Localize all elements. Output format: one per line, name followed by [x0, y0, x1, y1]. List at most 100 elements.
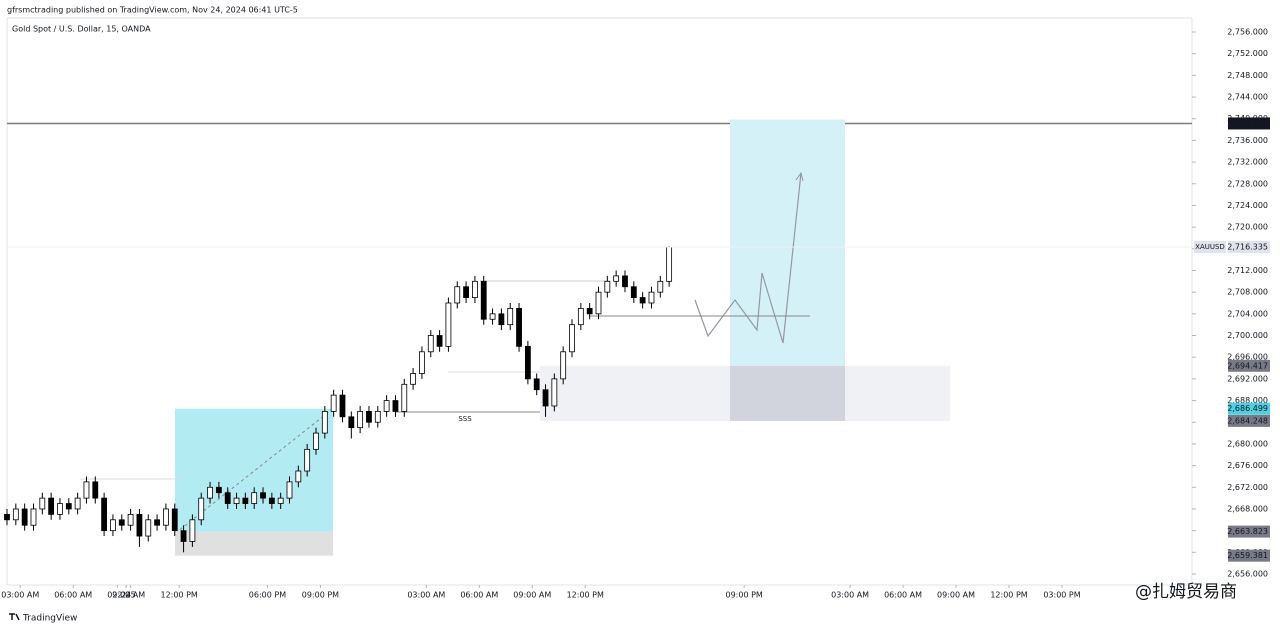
symbol-title: Gold Spot / U.S. Dollar, 15, OANDA: [12, 25, 151, 34]
candle-body: [586, 308, 593, 315]
watermark: @扎姆贸易商: [1135, 582, 1237, 602]
x-tick-label: 09:00 PM: [302, 591, 339, 600]
candle-body: [498, 313, 505, 326]
candle-body: [480, 280, 487, 320]
projection-arrow: [795, 171, 804, 182]
projection: [694, 172, 802, 344]
price-tag: [1228, 359, 1270, 372]
candle-body: [65, 503, 72, 510]
candle-body: [12, 508, 19, 521]
candle-body: [136, 513, 143, 537]
price-tag: [1228, 117, 1270, 130]
x-tick-label: 09:00 PM: [726, 591, 763, 600]
candle-body: [454, 286, 461, 304]
candle-body: [4, 513, 10, 521]
candle-body: [224, 492, 231, 504]
candle-body: [321, 410, 328, 434]
y-tick-label: 2,724.000: [1227, 201, 1268, 210]
candle-body: [560, 351, 567, 380]
candle-body: [233, 497, 240, 504]
candle-body: [145, 519, 152, 537]
candle-body: [507, 308, 514, 326]
y-tick-label: 2,712.000: [1227, 266, 1268, 275]
candle-body: [277, 497, 284, 504]
x-tick-label: 09:00 AM: [107, 591, 145, 600]
symbol-tag-label: XAUUSD: [1195, 243, 1225, 251]
brand: TradingView: [22, 614, 77, 624]
candle-body: [489, 313, 496, 320]
y-tick-label: 2,732.000: [1227, 158, 1268, 167]
candle-body: [92, 481, 99, 499]
x-tick-label: 09:00 AM: [937, 591, 975, 600]
price-tag-label: 2,659.381: [1227, 551, 1268, 560]
x-tick-label: 03:00 AM: [1, 591, 39, 600]
price-tag-label: 2,663.823: [1227, 527, 1268, 536]
y-tick-label: 2,672.000: [1227, 483, 1268, 492]
y-tick-label: 2,744.000: [1227, 93, 1268, 102]
y-tick-label: 2,708.000: [1227, 288, 1268, 297]
candle-body: [304, 448, 311, 472]
candle-body: [330, 394, 337, 412]
candle-body: [419, 351, 425, 374]
symbol-tag: [1194, 240, 1226, 253]
candle-body: [39, 497, 46, 510]
price-tag: [1228, 240, 1270, 253]
x-tick-label: 03:00 AM: [831, 591, 869, 600]
candle-body: [472, 280, 478, 298]
price-tag: [1228, 525, 1270, 538]
price-tag: [1228, 549, 1270, 562]
candle-body: [339, 394, 346, 418]
candle-body: [366, 410, 372, 423]
candle-body: [348, 416, 355, 429]
candle-body: [74, 497, 81, 510]
candle-body: [392, 400, 399, 412]
y-tick-label: 2,692.000: [1227, 374, 1268, 383]
candle-body: [551, 378, 558, 407]
candle-body: [410, 373, 417, 385]
price-tag: [1228, 402, 1270, 415]
x-tick-label: 03:00 AM: [407, 591, 445, 600]
candle-body: [401, 383, 408, 412]
x-tick-label: 06:00 AM: [884, 591, 922, 600]
candle-body: [666, 246, 673, 282]
x-tick-label: 24: [121, 591, 131, 600]
tv-logo: [9, 613, 20, 621]
target-stop: [730, 365, 845, 421]
candle-body: [533, 378, 540, 391]
candle-body: [604, 280, 611, 293]
y-tick-label: 2,656.000: [1227, 570, 1268, 579]
x-tick-label: 22: [112, 591, 122, 600]
candle-body: [260, 492, 266, 499]
candle-body: [21, 508, 28, 526]
y-tick-label: 2,688.000: [1227, 396, 1268, 405]
long-stop: [175, 531, 333, 556]
candle-body: [613, 275, 620, 282]
candle-body: [57, 503, 63, 515]
candle-body: [516, 308, 522, 347]
candle-body: [198, 497, 205, 521]
candle-body: [110, 519, 116, 532]
x-tick-label: 12:00 PM: [160, 591, 197, 600]
y-tick-label: 2,676.000: [1227, 461, 1268, 470]
candle-body: [595, 291, 602, 315]
candle-body: [383, 400, 390, 412]
candle-body: [127, 513, 134, 526]
candle-body: [374, 410, 381, 423]
target-profit: [730, 119, 845, 366]
candle-body: [436, 335, 443, 347]
publisher: gfrsmctrading published on TradingView.c…: [7, 6, 298, 15]
candle-body: [83, 481, 90, 499]
candle-body: [101, 497, 108, 532]
x-tick-label: 06:00 AM: [54, 591, 92, 600]
candle-body: [542, 389, 549, 407]
y-tick-label: 2,696.000: [1227, 353, 1268, 362]
candle-body: [268, 497, 275, 504]
candle-body: [30, 508, 37, 526]
y-tick-label: 2,748.000: [1227, 71, 1268, 80]
y-tick-label: 2,668.000: [1227, 504, 1268, 513]
price-tag: [1228, 414, 1270, 427]
y-tick-label: 2,700.000: [1227, 331, 1268, 340]
candle-body: [295, 470, 302, 483]
sss-label: SSS: [458, 415, 472, 423]
